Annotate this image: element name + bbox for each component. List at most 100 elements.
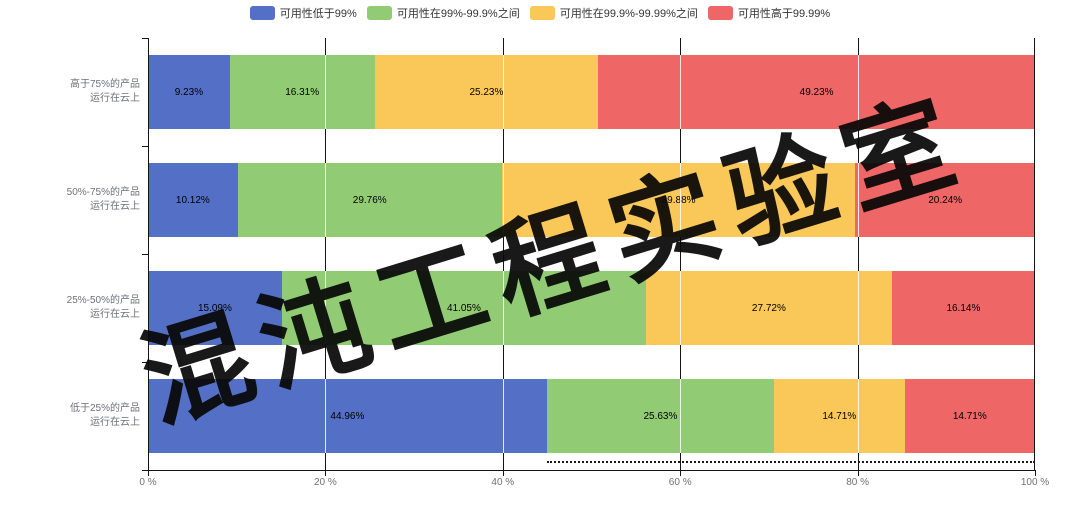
gridline <box>325 38 327 470</box>
bar-row: 15.09% 41.05% 27.72% 16.14% <box>148 254 1035 362</box>
legend-label: 可用性高于99.99% <box>737 8 831 20</box>
bar-value-label: 9.23% <box>174 86 204 98</box>
bar-segment[interactable]: 39.88% <box>501 163 856 237</box>
bar-segment[interactable]: 16.14% <box>891 271 1035 345</box>
y-axis-line <box>148 38 149 470</box>
legend-swatch-icon <box>529 6 555 20</box>
bar-value-label: 25.63% <box>643 410 678 422</box>
grid-tick-overlay <box>680 163 682 237</box>
bar-value-label: 25.23% <box>469 86 504 98</box>
gridline <box>857 38 859 470</box>
y-axis-tick <box>142 146 148 147</box>
bar-segment[interactable]: 10.12% <box>148 163 238 237</box>
y-axis-label: 低于25%的产品 运行在云上 <box>69 403 140 428</box>
bar-value-label: 10.12% <box>175 194 210 206</box>
bar-segment[interactable]: 9.23% <box>148 55 230 129</box>
bar-segment[interactable]: 49.23% <box>598 55 1035 129</box>
stacked-bar: 10.12% 29.76% 39.88% 20.24% <box>148 163 1035 237</box>
grid-tick-overlay <box>857 379 859 453</box>
x-tick-label: 80 % <box>846 477 869 488</box>
bar-rows: 9.23% 16.31% 25.23% 49.23% 10.12% 29.76% 39.88… <box>148 38 1036 470</box>
bar-segment[interactable]: 41.05% <box>281 271 646 345</box>
x-axis-tick <box>502 471 504 476</box>
bar-row: 9.23% 16.31% 25.23% 49.23% <box>148 38 1035 146</box>
grid-tick-overlay <box>325 379 327 453</box>
y-axis-label: 高于75%的产品 运行在云上 <box>69 79 140 104</box>
stacked-bar: 9.23% 16.31% 25.23% 49.23% <box>148 55 1035 129</box>
x-axis-line <box>148 470 1036 471</box>
grid-tick-overlay <box>857 163 859 237</box>
bar-segment[interactable]: 29.76% <box>237 163 502 237</box>
y-axis-tick <box>142 470 148 471</box>
bar-row: 44.96% 25.63% 14.71% 14.71% <box>148 362 1036 470</box>
x-tick-label: 60 % <box>668 477 692 488</box>
legend-label: 可用性在99%-99.9%之间 <box>396 8 520 20</box>
legend-swatch-icon <box>366 6 392 20</box>
grid-tick-overlay <box>680 379 682 453</box>
x-tick-label: 0 % <box>139 477 157 488</box>
bar-segment[interactable]: 16.31% <box>229 55 375 129</box>
grid-tick-overlay <box>857 271 859 345</box>
legend-item[interactable]: 可用性在99.9%-99.99%之间 <box>529 5 698 21</box>
grid-tick-overlay <box>680 55 682 129</box>
y-axis-tick <box>142 254 148 255</box>
legend: 可用性低于99% 可用性在99%-99.9%之间 可用性在99.9%-99.99%之… <box>0 5 1080 21</box>
grid-tick-overlay <box>857 55 859 129</box>
bar-value-label: 29.76% <box>352 194 387 206</box>
bar-row: 10.12% 29.76% 39.88% 20.24% <box>148 146 1035 254</box>
grid-tick-overlay <box>325 55 327 129</box>
bar-value-label: 16.31% <box>285 86 320 98</box>
legend-item[interactable]: 可用性高于99.99% <box>707 5 831 21</box>
x-axis-labels: 0 % 20 % 40 % 60 % 80 % 100 % <box>139 477 1049 491</box>
legend-label: 可用性在99.9%-99.99%之间 <box>559 8 698 20</box>
gridline <box>680 38 682 470</box>
bar-segment[interactable]: 20.24% <box>855 163 1035 237</box>
gridline <box>1034 38 1035 470</box>
bar-value-label: 15.09% <box>197 302 232 314</box>
y-axis-tick <box>142 362 148 363</box>
bar-value-label: 49.23% <box>799 86 834 98</box>
bar-value-label: 44.96% <box>330 410 365 422</box>
grid-tick-overlay <box>502 55 504 129</box>
y-axis-label: 25%-50%的产品 运行在云上 <box>66 295 140 320</box>
legend-swatch-icon <box>249 6 275 20</box>
bar-value-label: 16.14% <box>946 302 981 314</box>
y-axis-label: 50%-75%的产品 运行在云上 <box>66 187 140 212</box>
bar-segment[interactable]: 14.71% <box>904 379 1036 453</box>
gridlines <box>148 38 1035 470</box>
bar-segment[interactable]: 15.09% <box>148 271 282 345</box>
dotted-baseline <box>547 461 1035 463</box>
x-axis-tick <box>680 471 682 476</box>
grid-tick-overlay <box>502 163 504 237</box>
x-axis-tick <box>857 471 859 476</box>
plot-area: 9.23% 16.31% 25.23% 49.23% 10.12% 29.76% 39.88… <box>148 38 1036 470</box>
x-axis-tick <box>148 471 149 476</box>
bar-segment[interactable]: 25.23% <box>374 55 599 129</box>
bar-segment[interactable]: 44.96% <box>148 379 547 453</box>
gridline <box>502 38 504 470</box>
x-tick-label: 40 % <box>491 477 515 488</box>
bar-value-label: 27.72% <box>751 302 786 314</box>
bar-value-label: 41.05% <box>446 302 481 314</box>
stacked-bar: 44.96% 25.63% 14.71% 14.71% <box>148 379 1036 453</box>
bar-segment[interactable]: 14.71% <box>774 379 905 453</box>
bar-segment[interactable]: 25.63% <box>546 379 775 453</box>
legend-label: 可用性低于99% <box>279 8 357 20</box>
bar-value-label: 39.88% <box>661 194 696 206</box>
bar-segment[interactable]: 27.72% <box>645 271 892 345</box>
legend-item[interactable]: 可用性低于99% <box>249 5 357 21</box>
x-axis-tick <box>1035 471 1036 476</box>
x-axis-tick <box>325 471 327 476</box>
bar-value-label: 20.24% <box>928 194 963 206</box>
grid-tick-overlay <box>502 271 504 345</box>
y-axis-tick <box>142 38 148 39</box>
x-tick-label: 100 % <box>1020 477 1050 488</box>
x-tick-label: 20 % <box>313 477 337 488</box>
grid-tick-overlay <box>680 271 682 345</box>
grid-tick-overlay <box>325 163 327 237</box>
grid-tick-overlay <box>325 271 327 345</box>
legend-item[interactable]: 可用性在99%-99.9%之间 <box>366 5 520 21</box>
y-axis-labels: 高于75%的产品 运行在云上 50%-75%的产品 运行在云上 25%-50%的产品 运行… <box>0 38 140 470</box>
bar-value-label: 14.71% <box>822 410 857 422</box>
bar-value-label: 14.71% <box>952 410 987 422</box>
